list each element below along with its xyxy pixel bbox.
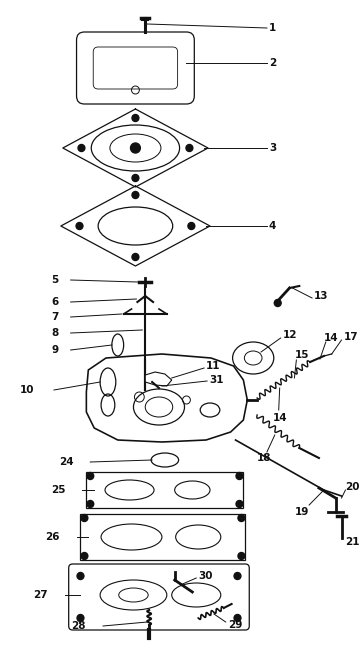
Text: 21: 21: [345, 537, 360, 547]
FancyBboxPatch shape: [93, 47, 178, 89]
Text: 1: 1: [269, 23, 276, 33]
Circle shape: [76, 222, 83, 229]
Circle shape: [131, 143, 140, 153]
Text: 19: 19: [294, 507, 309, 517]
Polygon shape: [87, 354, 247, 442]
Text: 14: 14: [324, 333, 338, 343]
Text: 29: 29: [228, 620, 242, 630]
FancyBboxPatch shape: [69, 564, 249, 630]
Circle shape: [188, 222, 195, 229]
Text: 30: 30: [198, 571, 213, 581]
Text: 14: 14: [273, 413, 287, 423]
Text: 31: 31: [209, 375, 223, 385]
Circle shape: [238, 552, 245, 559]
Polygon shape: [145, 372, 172, 386]
Text: 7: 7: [51, 312, 58, 322]
Circle shape: [132, 191, 139, 198]
Circle shape: [78, 145, 85, 152]
Text: 26: 26: [45, 532, 60, 542]
Text: 24: 24: [59, 457, 73, 467]
Circle shape: [234, 572, 241, 579]
Circle shape: [81, 552, 88, 559]
Circle shape: [274, 300, 281, 306]
Circle shape: [236, 472, 243, 479]
Text: 5: 5: [51, 275, 58, 285]
Circle shape: [238, 514, 245, 521]
Text: 25: 25: [51, 485, 66, 495]
Text: 18: 18: [257, 453, 272, 463]
Circle shape: [77, 614, 84, 621]
Circle shape: [81, 514, 88, 521]
Text: 27: 27: [33, 590, 48, 600]
FancyBboxPatch shape: [87, 472, 243, 508]
Circle shape: [87, 501, 94, 508]
Text: 11: 11: [206, 361, 220, 371]
Circle shape: [132, 174, 139, 182]
Text: 2: 2: [269, 58, 276, 68]
Circle shape: [77, 572, 84, 579]
Text: 17: 17: [344, 332, 358, 342]
Circle shape: [87, 472, 94, 479]
Text: 6: 6: [51, 297, 58, 307]
Text: 15: 15: [294, 350, 309, 360]
Text: 8: 8: [51, 328, 58, 338]
Text: 10: 10: [20, 385, 34, 395]
Text: 13: 13: [314, 291, 329, 301]
Circle shape: [236, 501, 243, 508]
Text: 3: 3: [269, 143, 276, 153]
FancyBboxPatch shape: [80, 514, 245, 560]
Circle shape: [186, 145, 193, 152]
Circle shape: [132, 114, 139, 121]
Text: 28: 28: [71, 621, 85, 631]
Text: 9: 9: [51, 345, 58, 355]
Circle shape: [132, 253, 139, 260]
Text: 4: 4: [269, 221, 276, 231]
Text: 20: 20: [345, 482, 360, 492]
FancyBboxPatch shape: [76, 32, 194, 104]
Text: 12: 12: [283, 330, 297, 340]
Circle shape: [234, 614, 241, 621]
